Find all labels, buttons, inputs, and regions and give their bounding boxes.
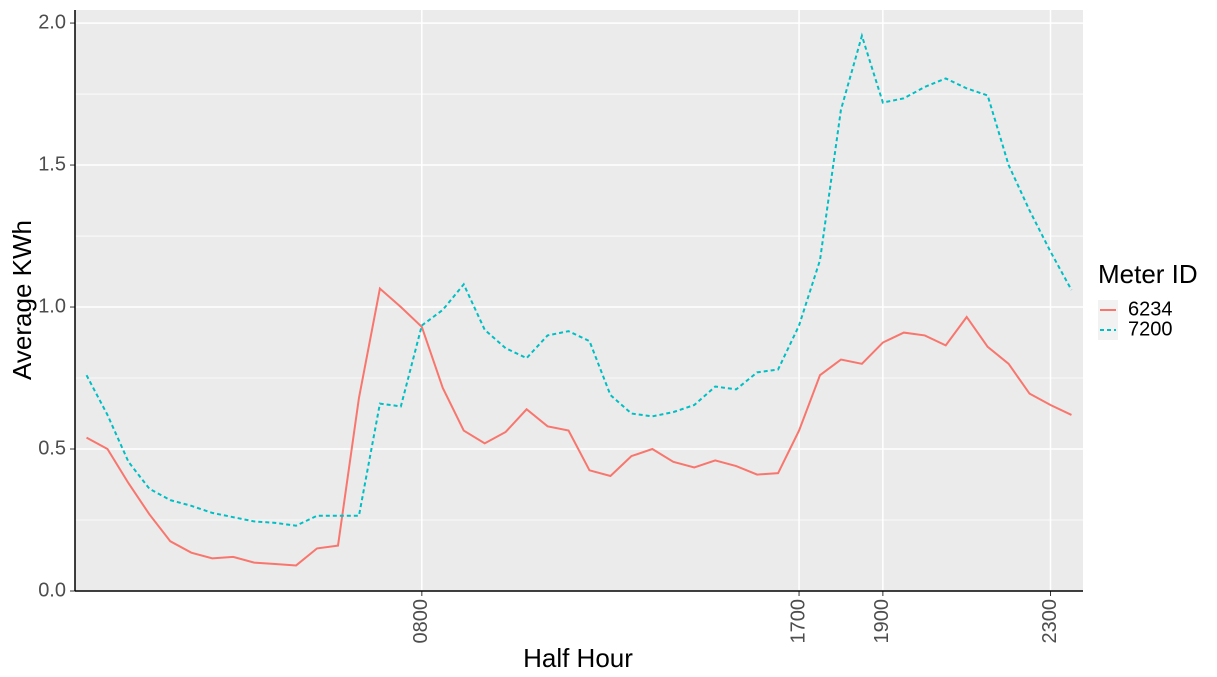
series-line bbox=[85, 32, 1073, 527]
y-tick-label: 0.0 bbox=[38, 579, 66, 601]
y-tick-label: 1.0 bbox=[38, 295, 66, 317]
x-tick-label: 2300 bbox=[1039, 599, 1061, 644]
legend-label: 6234 bbox=[1128, 298, 1173, 320]
x-tick-label: 0800 bbox=[410, 599, 432, 644]
y-axis-title: Average KWh bbox=[7, 220, 37, 380]
x-tick-label: 1700 bbox=[787, 599, 809, 644]
legend-title: Meter ID bbox=[1098, 259, 1198, 289]
x-tick-label: 1900 bbox=[871, 599, 893, 644]
panel bbox=[75, 10, 1083, 591]
series-line bbox=[86, 286, 1072, 567]
y-tick-label: 1.5 bbox=[38, 153, 66, 175]
y-tick-label: 0.5 bbox=[38, 437, 66, 459]
x-axis-title: Half Hour bbox=[523, 643, 633, 673]
y-tick-label: 2.0 bbox=[38, 11, 66, 33]
legend-label: 7200 bbox=[1128, 318, 1173, 340]
